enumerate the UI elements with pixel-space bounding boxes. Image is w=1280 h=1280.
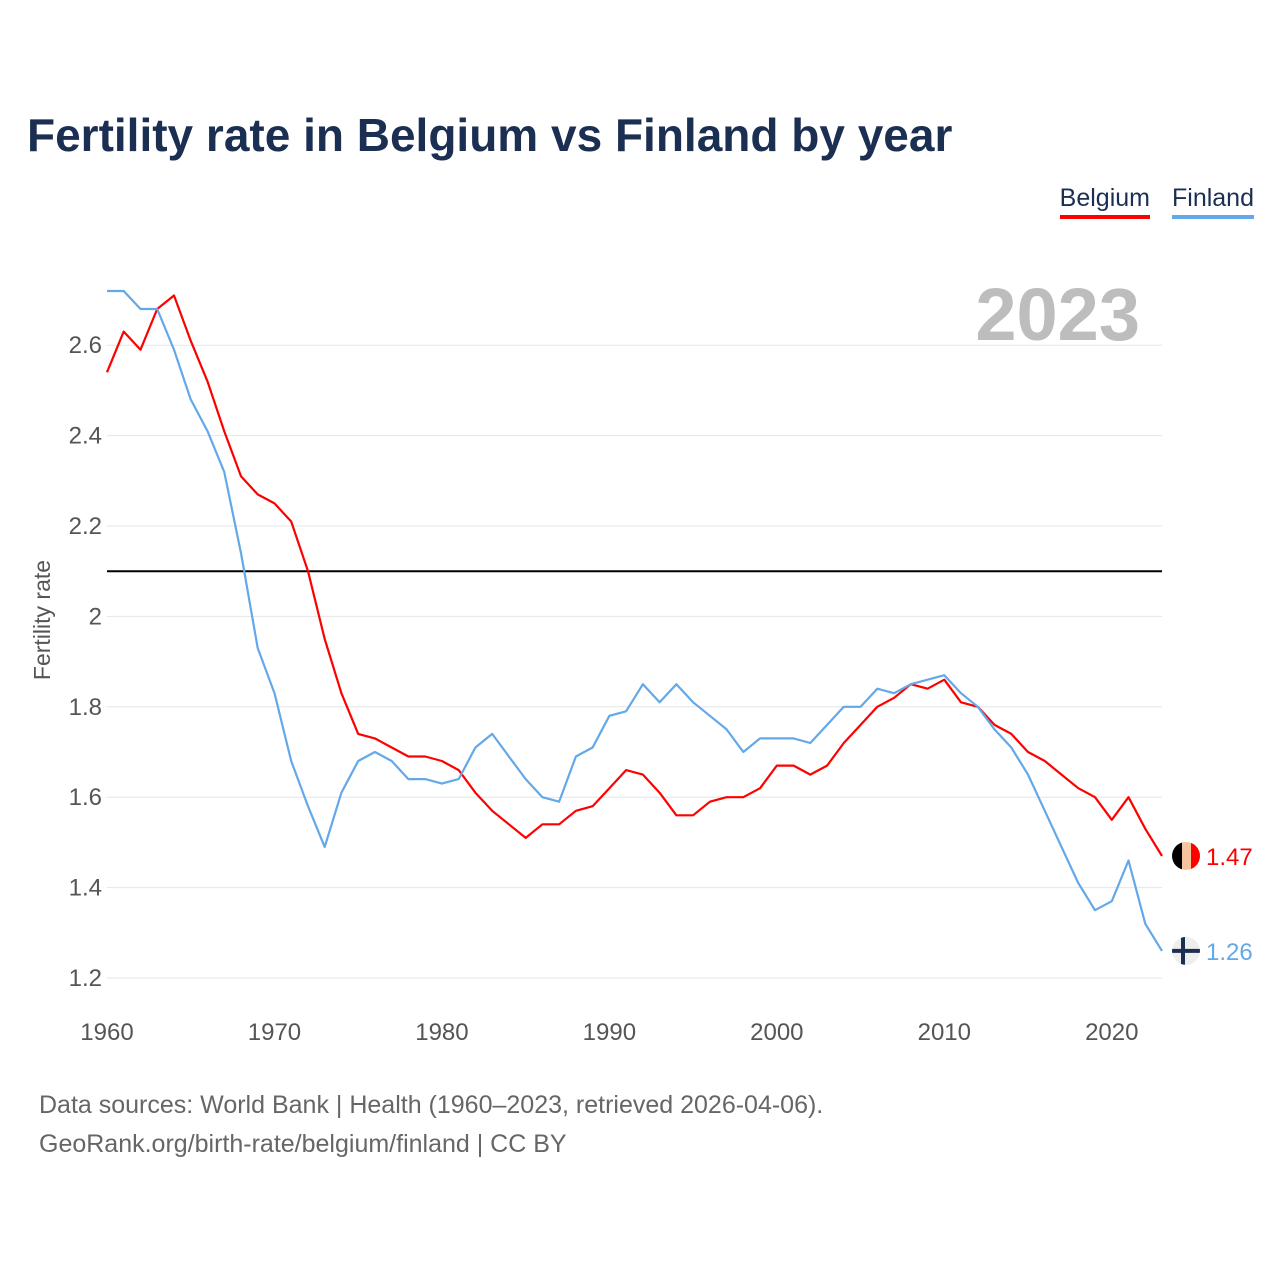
x-tick-label: 1980 xyxy=(415,1019,468,1046)
x-tick-label: 2020 xyxy=(1085,1019,1138,1046)
source-link[interactable]: GeoRank.org/birth-rate/belgium/finland |… xyxy=(39,1130,567,1158)
x-tick-label: 2010 xyxy=(918,1019,971,1046)
belgium-flag-icon xyxy=(1172,841,1200,870)
y-axis-title: Fertility rate xyxy=(29,560,55,680)
x-tick-label: 1990 xyxy=(583,1019,636,1046)
finland-flag-icon xyxy=(1172,936,1200,965)
y-tick-label: 2.6 xyxy=(69,332,102,359)
legend: Belgium Finland xyxy=(1059,184,1254,219)
series-line-belgium xyxy=(105,294,1163,857)
end-value-label-belgium: 1.47 xyxy=(1206,844,1253,871)
footer: Data sources: World Bank | Health (1960–… xyxy=(39,1086,823,1164)
year-watermark: 2023 xyxy=(975,273,1140,356)
end-value-label-finland: 1.26 xyxy=(1206,939,1253,966)
y-tick-label: 2 xyxy=(89,603,102,630)
y-tick-label: 2.4 xyxy=(69,423,102,450)
x-tick-label: 1970 xyxy=(248,1019,301,1046)
y-tick-label: 1.4 xyxy=(69,875,102,902)
y-tick-label: 1.6 xyxy=(69,784,102,811)
x-tick-label: 1960 xyxy=(80,1019,133,1046)
y-tick-label: 2.2 xyxy=(69,513,102,540)
series-line-finland xyxy=(107,289,1163,952)
x-tick-label: 2000 xyxy=(750,1019,803,1046)
legend-item-finland[interactable]: Finland xyxy=(1172,184,1254,219)
y-tick-label: 1.8 xyxy=(69,694,102,721)
y-tick-label: 1.2 xyxy=(69,965,102,992)
legend-item-belgium[interactable]: Belgium xyxy=(1059,184,1150,219)
data-source-text: Data sources: World Bank | Health (1960–… xyxy=(39,1091,824,1119)
chart-title: Fertility rate in Belgium vs Finland by … xyxy=(27,109,953,161)
